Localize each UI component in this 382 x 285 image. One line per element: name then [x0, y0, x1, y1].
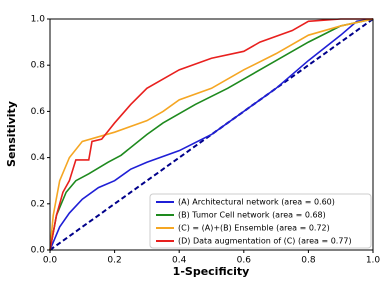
legend-label: (A) Architectural network (area = 0.60) [178, 198, 335, 207]
x-tick-label: 0.4 [172, 256, 187, 266]
legend-label: (C) = (A)+(B) Ensemble (area = 0.72) [178, 224, 330, 233]
roc-curve [49, 18, 374, 251]
legend [149, 193, 372, 249]
x-tick-label: 0.2 [107, 256, 121, 266]
y-tick-label: 0.6 [31, 107, 46, 117]
roc-curve [49, 18, 373, 251]
x-tick-label: 0.0 [43, 256, 58, 266]
legend-label: (B) Tumor Cell network (area = 0.68) [178, 211, 326, 220]
x-tick-label: 0.6 [237, 256, 252, 266]
x-axis-label: 1-Specificity [173, 265, 250, 278]
roc-curve [49, 18, 374, 251]
y-tick-label: 0.2 [31, 199, 45, 209]
axes-frame [49, 18, 374, 251]
plot-area [49, 18, 374, 251]
y-tick-label: 0.0 [31, 246, 46, 256]
x-tick-label: 1.0 [366, 256, 381, 266]
x-tick-label: 0.8 [301, 256, 316, 266]
legend-label: (D) Data augmentation of (C) (area = 0.7… [178, 237, 352, 246]
roc-curve [49, 18, 374, 251]
y-tick-label: 1.0 [31, 15, 46, 25]
chance-diagonal [49, 18, 374, 251]
y-axis-label: Sensitivity [5, 101, 18, 167]
y-tick-label: 0.8 [31, 61, 46, 71]
y-tick-label: 0.4 [31, 153, 46, 163]
